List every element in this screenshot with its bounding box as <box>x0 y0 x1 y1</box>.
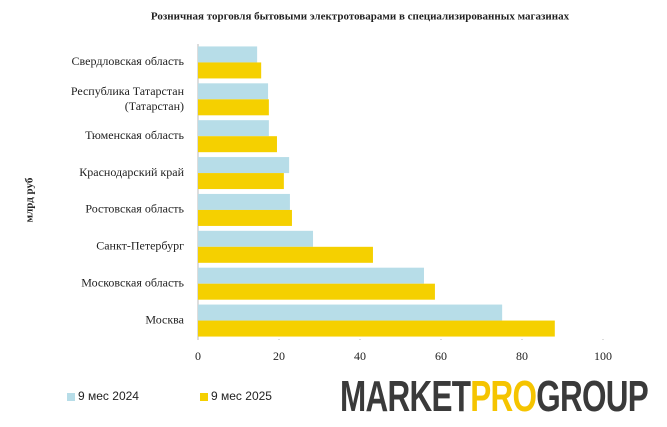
bar <box>198 62 262 79</box>
bar <box>198 83 269 100</box>
x-tick-label: 20 <box>273 349 285 363</box>
y-tick-label: Московская область <box>81 275 184 289</box>
y-tick-label: Ростовская область <box>85 202 184 216</box>
logo-part: PRO <box>470 372 536 421</box>
x-tick-label: 100 <box>594 349 612 363</box>
bar <box>198 209 292 226</box>
logo-part: MARKET <box>340 372 471 421</box>
y-axis-label: млрд руб <box>24 177 36 222</box>
x-tick-label: 60 <box>435 349 447 363</box>
x-tick-label: 40 <box>354 349 366 363</box>
bar <box>198 120 269 137</box>
bar <box>198 193 290 210</box>
bar <box>198 46 258 63</box>
bar <box>198 173 284 190</box>
legend-marker <box>200 393 208 401</box>
bar <box>198 283 435 300</box>
bar <box>198 246 373 263</box>
y-tick-label: Свердловская область <box>72 54 185 68</box>
x-tick-label: 80 <box>516 349 528 363</box>
x-tick-label: 0 <box>195 349 201 363</box>
chart-title: Розничная торговля бытовыми электротовар… <box>151 11 570 23</box>
bar <box>198 157 290 174</box>
legend-marker <box>67 393 75 401</box>
bar <box>198 99 269 116</box>
legend-label: 9 мес 2025 <box>211 389 272 403</box>
bar <box>198 230 314 247</box>
bar <box>198 136 277 153</box>
bar <box>198 320 555 337</box>
y-tick-label: Москва <box>145 312 184 326</box>
bar <box>198 304 503 321</box>
y-tick-label: Тюменская область <box>85 128 184 142</box>
y-tick-label: Краснодарский край <box>79 165 184 179</box>
logo-part: GROUP <box>536 372 648 421</box>
y-tick-label: Республика Татарстан (Татарстан) <box>71 84 185 113</box>
legend-label: 9 мес 2024 <box>78 389 139 403</box>
bar <box>198 267 424 284</box>
logo: MARKETPROGROUP <box>340 372 648 421</box>
y-tick-label: Санкт-Петербург <box>96 239 184 253</box>
